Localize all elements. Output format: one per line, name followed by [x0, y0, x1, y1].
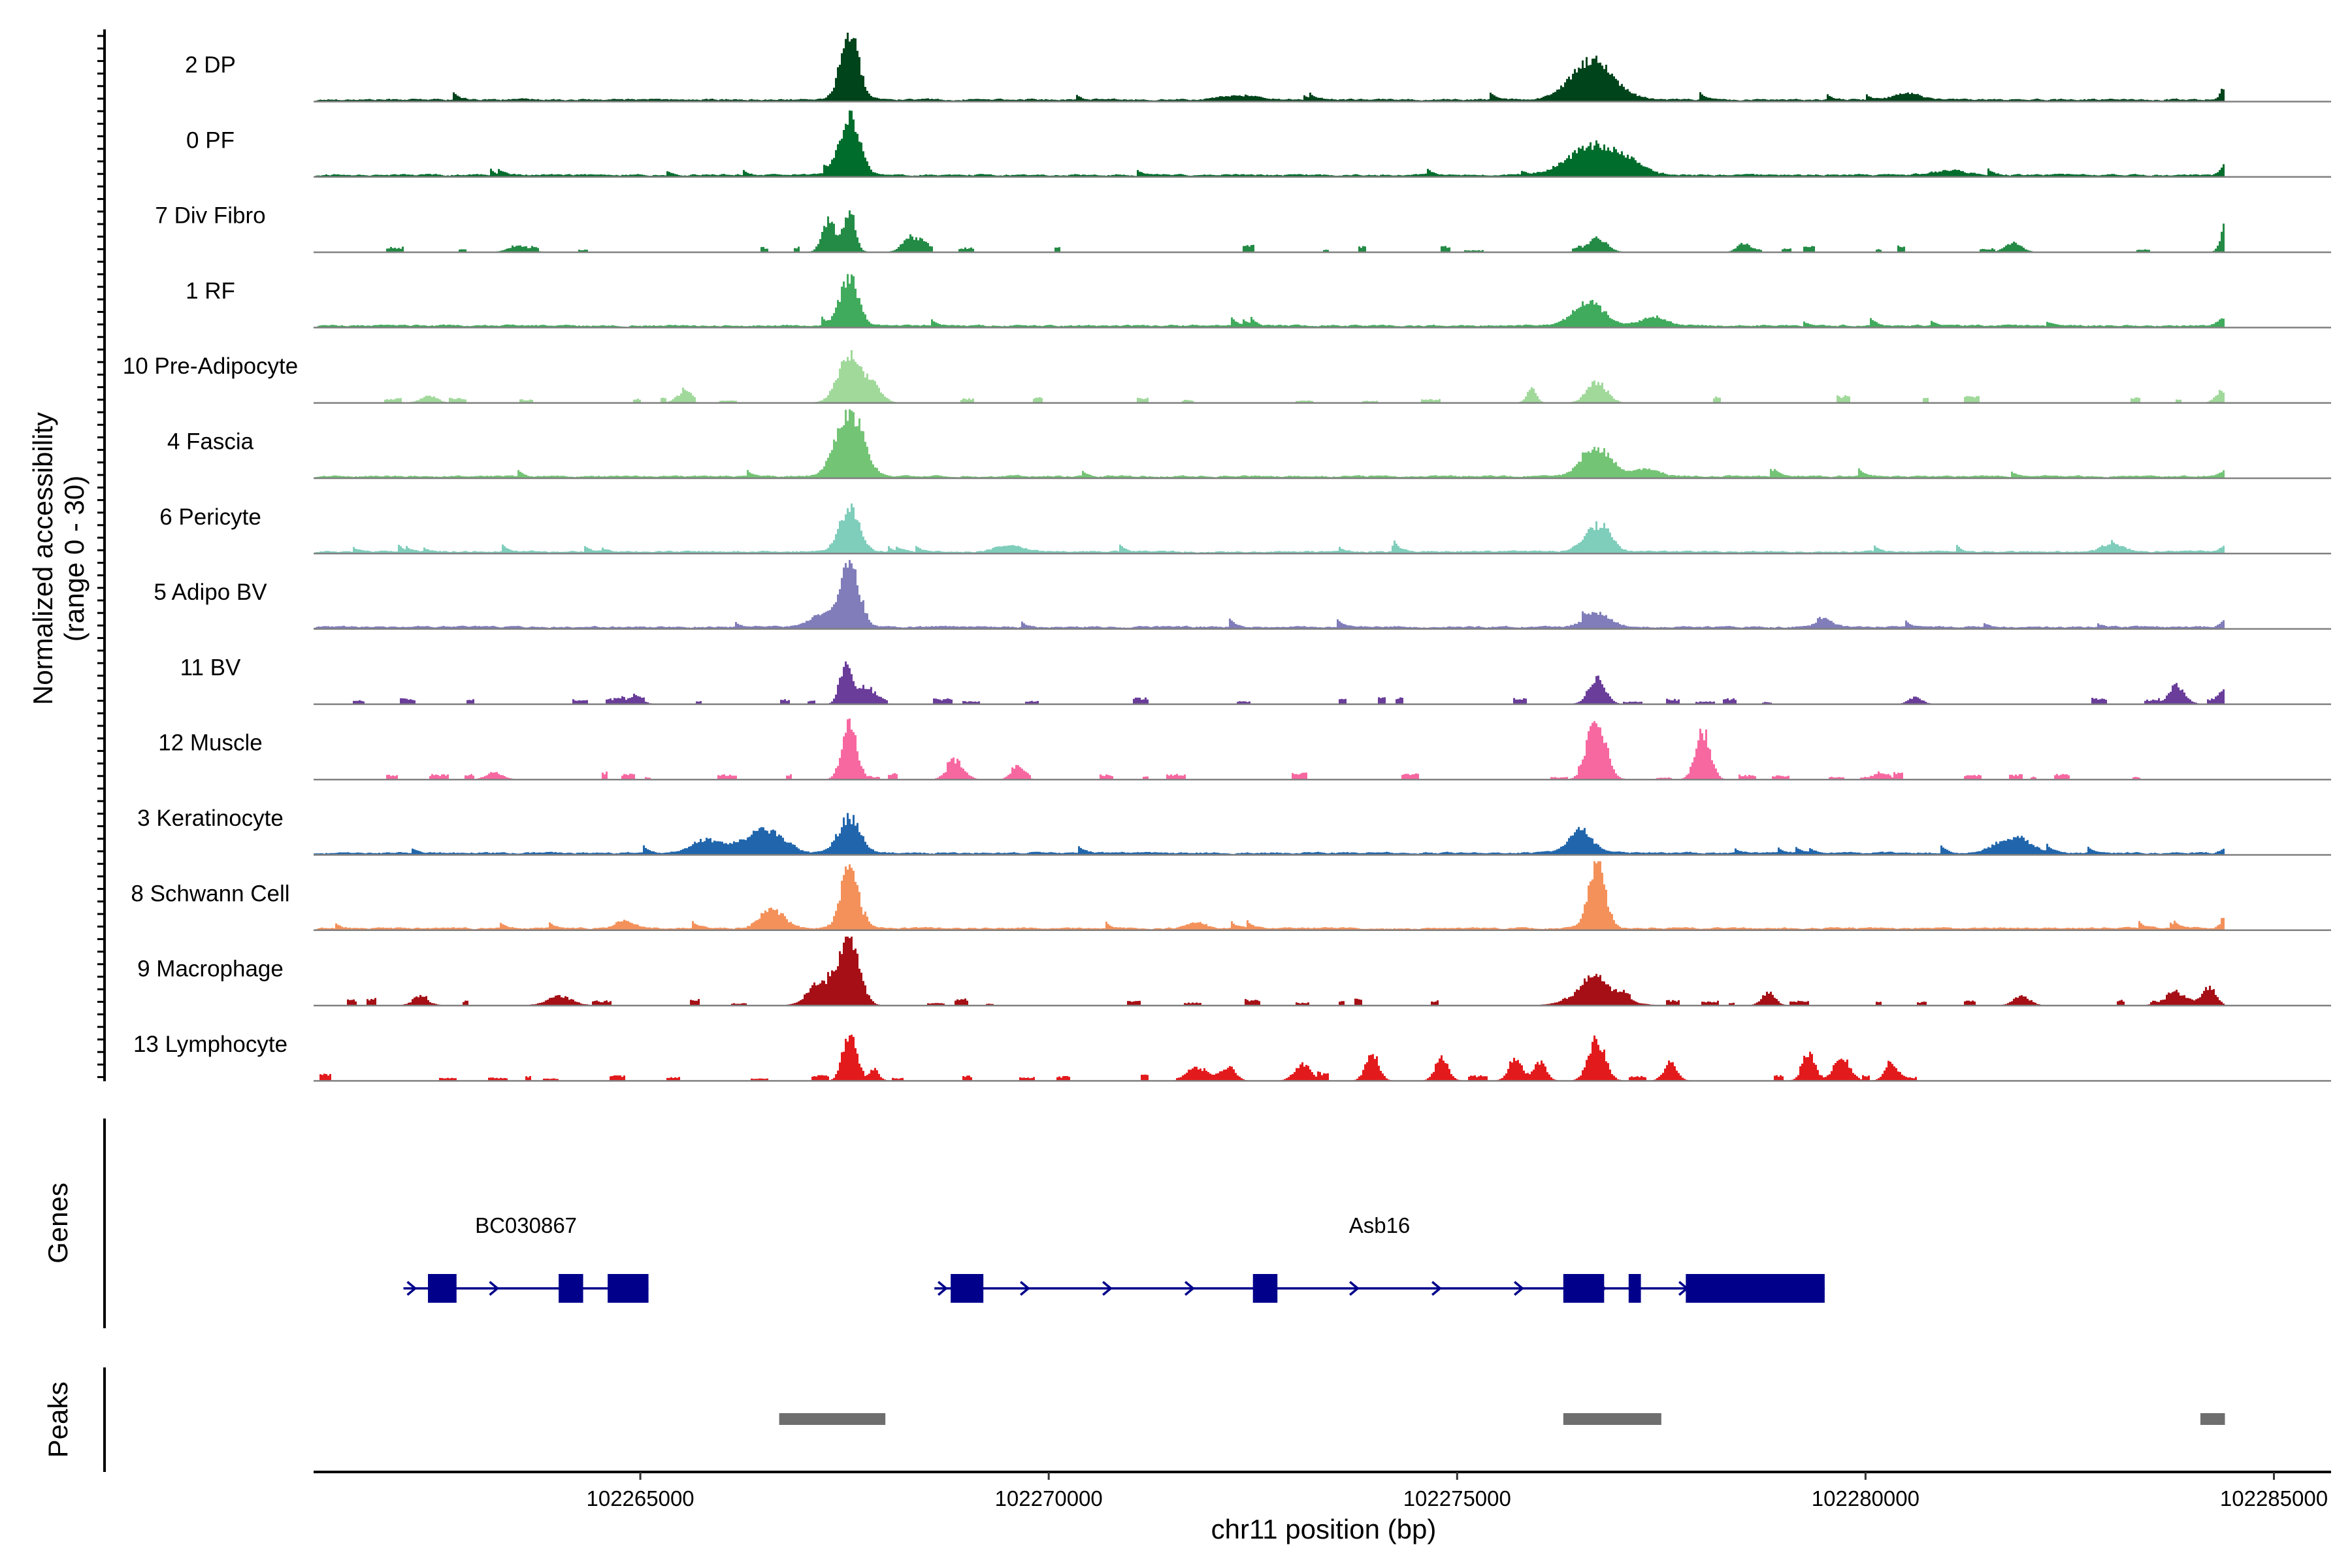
track-label: 13 Lymphocyte: [133, 1032, 287, 1057]
track-label: 5 Adipo BV: [154, 580, 267, 605]
gene-track-label: Genes: [42, 1183, 73, 1264]
gene-label: Asb16: [1349, 1213, 1411, 1237]
track-1-rf: 1 RF: [186, 274, 2331, 329]
x-tick-label: 102280000: [1812, 1486, 1919, 1511]
track-label: 4 Fascia: [167, 429, 254, 455]
y-axis: [97, 29, 106, 1081]
peak-region: [2200, 1413, 2225, 1425]
coverage-area: [314, 503, 2225, 553]
coverage-tracks: 2 DP 0 PF 7 Div Fibro 1 RF 10 Pre-Adipocyte 4…: [123, 33, 2331, 1082]
strand-arrow: [938, 1281, 948, 1296]
track-label: 12 Muscle: [158, 730, 263, 756]
track-label: 11 BV: [180, 655, 241, 680]
track-label: 6 Pericyte: [159, 504, 261, 530]
track-label: 2 DP: [185, 52, 236, 78]
track-label: 10 Pre-Adipocyte: [123, 353, 298, 379]
coverage-area: [314, 33, 2225, 101]
track-2-dp: 2 DP: [185, 33, 2331, 103]
exon-block: [608, 1274, 649, 1303]
track-label: 3 Keratinocyte: [137, 806, 284, 831]
peak-region: [1563, 1413, 1661, 1425]
peak-track-label: Peaks: [42, 1382, 73, 1458]
exon-block: [1686, 1274, 1825, 1303]
exon-block: [1628, 1274, 1641, 1303]
track-label: 8 Schwann Cell: [131, 881, 289, 906]
x-axis: 102265000 102270000 102275000 102280000 1022…: [314, 1471, 2331, 1511]
coverage-area: [314, 274, 2225, 327]
gene-label: BC030867: [475, 1213, 577, 1237]
exon-block: [951, 1274, 984, 1303]
strand-arrow: [489, 1281, 500, 1296]
track-label: 9 Macrophage: [137, 956, 284, 982]
coverage-area: [314, 350, 2225, 403]
peak-region: [779, 1413, 886, 1425]
gene-track: BC030867 Asb16: [403, 1213, 1825, 1303]
y-axis-label-range: (range 0 - 30): [59, 476, 90, 642]
strand-arrow: [406, 1281, 417, 1296]
strand-arrow: [1184, 1281, 1195, 1296]
strand-arrow: [1514, 1281, 1524, 1296]
x-tick-label: 102275000: [1403, 1486, 1511, 1511]
track-0-pf: 0 PF: [186, 110, 2331, 178]
x-tick-label: 102285000: [2220, 1486, 2328, 1511]
track-12-muscle: 12 Muscle: [158, 718, 2331, 781]
gene-asb16: Asb16: [934, 1213, 1825, 1303]
track-label: 0 PF: [186, 127, 235, 153]
track-8-schwann-cell: 8 Schwann Cell: [131, 861, 2331, 932]
track-11-bv: 11 BV: [180, 655, 2331, 706]
y-axis-label: Normalized accessibility: [27, 412, 58, 705]
coverage-area: [314, 861, 2225, 930]
coverage-area: [314, 718, 2225, 779]
track-13-lymphocyte: 13 Lymphocyte: [133, 1032, 2331, 1082]
coverage-area: [314, 409, 2225, 478]
gene-bc030867: BC030867: [403, 1213, 649, 1303]
x-axis-label: chr11 position (bp): [1211, 1514, 1437, 1544]
coverage-area: [314, 661, 2225, 704]
coverage-area: [314, 1034, 1921, 1081]
peak-track: [779, 1413, 2225, 1425]
strand-arrow: [1102, 1281, 1113, 1296]
coverage-area: [314, 813, 2225, 855]
track-label: 7 Div Fibro: [155, 203, 265, 229]
track-7-div-fibro: 7 Div Fibro: [155, 203, 2331, 253]
track-label: 1 RF: [186, 278, 235, 304]
strand-arrow: [1020, 1281, 1030, 1296]
coverage-area: [314, 936, 2225, 1005]
x-tick-label: 102265000: [586, 1486, 694, 1511]
track-10-pre-adipocyte: 10 Pre-Adipocyte: [123, 350, 2331, 404]
exon-block: [428, 1274, 457, 1303]
exon-block: [1252, 1274, 1278, 1303]
exon-block: [559, 1274, 583, 1303]
strand-arrow: [1349, 1281, 1360, 1296]
track-6-pericyte: 6 Pericyte: [159, 503, 2331, 555]
track-9-macrophage: 9 Macrophage: [137, 936, 2331, 1007]
strand-arrow: [1431, 1281, 1442, 1296]
coverage-area: [314, 210, 2225, 252]
track-5-adipo-bv: 5 Adipo BV: [154, 560, 2331, 630]
coverage-area: [314, 110, 2225, 177]
track-4-fascia: 4 Fascia: [167, 409, 2331, 480]
track-3-keratinocyte: 3 Keratinocyte: [137, 806, 2331, 856]
x-tick-label: 102270000: [995, 1486, 1103, 1511]
exon-block: [1563, 1274, 1605, 1303]
coverage-area: [314, 560, 2225, 629]
